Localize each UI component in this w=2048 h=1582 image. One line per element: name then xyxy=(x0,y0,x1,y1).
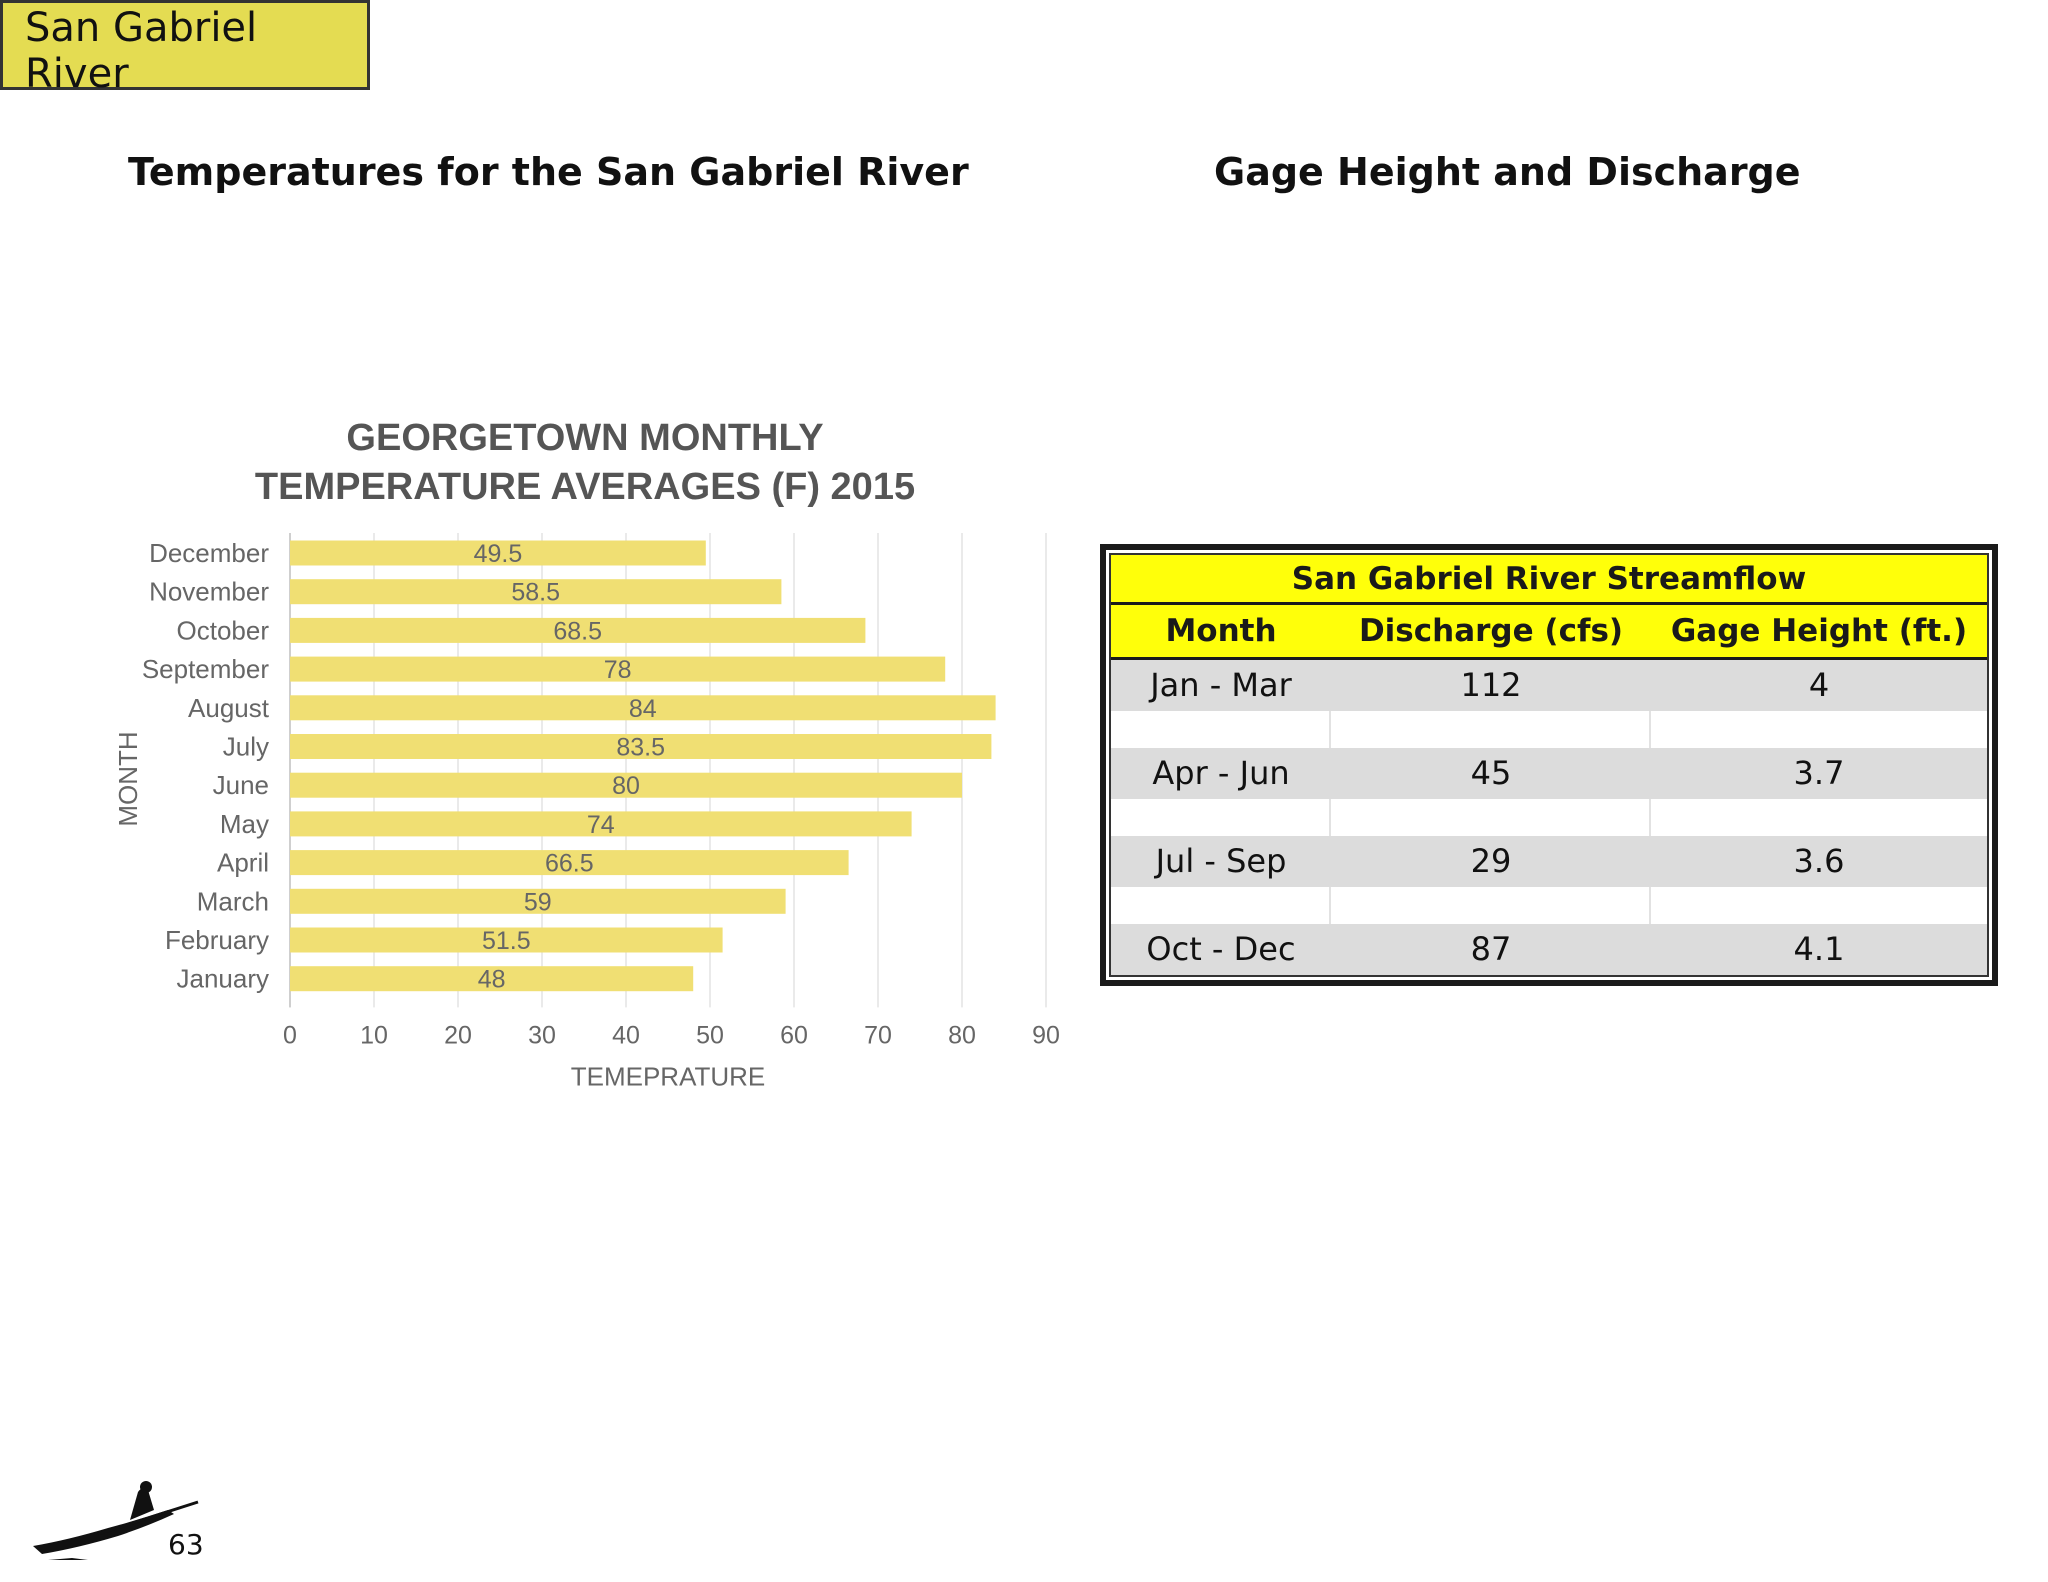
data-label: 78 xyxy=(604,656,632,684)
table-spacer xyxy=(1111,887,1987,924)
page-number: 63 xyxy=(168,1528,204,1561)
table-row: Oct - Dec 87 4.1 xyxy=(1111,923,1987,975)
table-spacer xyxy=(1111,711,1987,748)
data-label: 58.5 xyxy=(511,579,560,607)
chart-title-line-2: TEMPERATURE AVERAGES (F) 2015 xyxy=(255,466,915,508)
y-tick-label: June xyxy=(213,770,269,800)
cell-discharge: 45 xyxy=(1470,754,1512,793)
x-axis-title: TEMEPRATURE xyxy=(571,1061,766,1091)
cell-month: Oct - Dec xyxy=(1146,930,1296,969)
y-tick-label: August xyxy=(188,693,270,723)
x-tick-label: 90 xyxy=(1032,1021,1060,1049)
table-title: San Gabriel River Streamflow xyxy=(1111,555,1987,606)
x-tick-label: 0 xyxy=(283,1021,297,1049)
data-label: 49.5 xyxy=(474,540,523,568)
table-row: Jan - Mar 112 4 xyxy=(1111,659,1987,712)
table-spacer xyxy=(1111,799,1987,836)
bar xyxy=(290,656,946,682)
bar xyxy=(290,617,866,643)
y-tick-label: May xyxy=(220,809,269,839)
cell-discharge: 87 xyxy=(1470,930,1512,969)
table-header-row: Month Discharge (cfs) Gage Height (ft.) xyxy=(1111,605,1987,660)
table-row: Jul - Sep 29 3.6 xyxy=(1111,835,1987,888)
cell-gage-height: 4.1 xyxy=(1793,930,1845,969)
column-header-discharge: Discharge (cfs) xyxy=(1358,613,1624,650)
bar xyxy=(290,772,962,798)
cell-gage-height: 3.7 xyxy=(1793,754,1845,793)
x-tick-label: 10 xyxy=(360,1021,388,1049)
data-label: 84 xyxy=(629,695,657,723)
x-tick-label: 50 xyxy=(696,1021,724,1049)
x-tick-label: 80 xyxy=(948,1021,976,1049)
bar xyxy=(290,540,706,566)
temperature-bar-chart: GEORGETOWN MONTHLY TEMPERATURE AVERAGES (… xyxy=(113,417,1060,1091)
gage-heading: Gage Height and Discharge xyxy=(1214,150,1801,194)
x-tick-label: 20 xyxy=(444,1021,472,1049)
x-tick-label: 40 xyxy=(612,1021,640,1049)
data-label: 48 xyxy=(478,966,506,994)
column-header-gage-height: Gage Height (ft.) xyxy=(1670,613,1968,650)
cell-month: Jan - Mar xyxy=(1150,666,1292,705)
cell-month: Apr - Jun xyxy=(1152,754,1290,793)
streamflow-table-inner: San Gabriel River Streamflow Month Disch… xyxy=(1109,553,1989,977)
bar xyxy=(290,811,912,837)
chart-title-line-1: GEORGETOWN MONTHLY xyxy=(346,417,823,459)
cell-gage-height: 3.6 xyxy=(1793,842,1845,881)
y-axis-title: MONTH xyxy=(113,731,143,826)
y-tick-label: November xyxy=(149,577,269,607)
data-label: 66.5 xyxy=(545,850,594,878)
bar xyxy=(290,579,782,605)
x-tick-label: 30 xyxy=(528,1021,556,1049)
bar xyxy=(290,927,723,953)
bar xyxy=(290,888,786,914)
section-tab: San Gabriel River xyxy=(0,0,370,97)
y-tick-label: October xyxy=(177,615,270,645)
bar xyxy=(290,734,992,759)
bar xyxy=(290,966,694,992)
bar xyxy=(290,850,849,876)
data-label: 80 xyxy=(612,772,640,800)
x-tick-label: 70 xyxy=(864,1021,892,1049)
y-tick-label: April xyxy=(217,848,269,878)
cell-gage-height: 4 xyxy=(1808,666,1830,705)
data-label: 68.5 xyxy=(553,617,602,645)
data-label: 59 xyxy=(524,888,552,916)
cell-discharge: 29 xyxy=(1470,842,1512,881)
y-tick-label: September xyxy=(142,654,270,684)
section-tab-label: San Gabriel River xyxy=(25,5,258,97)
data-label: 83.5 xyxy=(616,734,665,762)
column-header-month: Month xyxy=(1165,613,1277,650)
temperature-heading: Temperatures for the San Gabriel River xyxy=(128,150,969,194)
y-tick-label: February xyxy=(165,925,269,955)
cell-month: Jul - Sep xyxy=(1155,842,1287,881)
kayaker-silhouette-icon xyxy=(33,1481,199,1560)
y-tick-label: July xyxy=(223,732,269,762)
streamflow-table: San Gabriel River Streamflow Month Disch… xyxy=(1100,544,1998,986)
bar xyxy=(290,695,996,721)
cell-discharge: 112 xyxy=(1460,666,1522,705)
data-label: 51.5 xyxy=(482,927,531,955)
table-row: Apr - Jun 45 3.7 xyxy=(1111,747,1987,800)
x-tick-label: 60 xyxy=(780,1021,808,1049)
y-tick-label: January xyxy=(177,964,270,994)
y-tick-label: March xyxy=(197,886,269,916)
data-label: 74 xyxy=(587,811,615,839)
y-tick-label: December xyxy=(149,538,269,568)
